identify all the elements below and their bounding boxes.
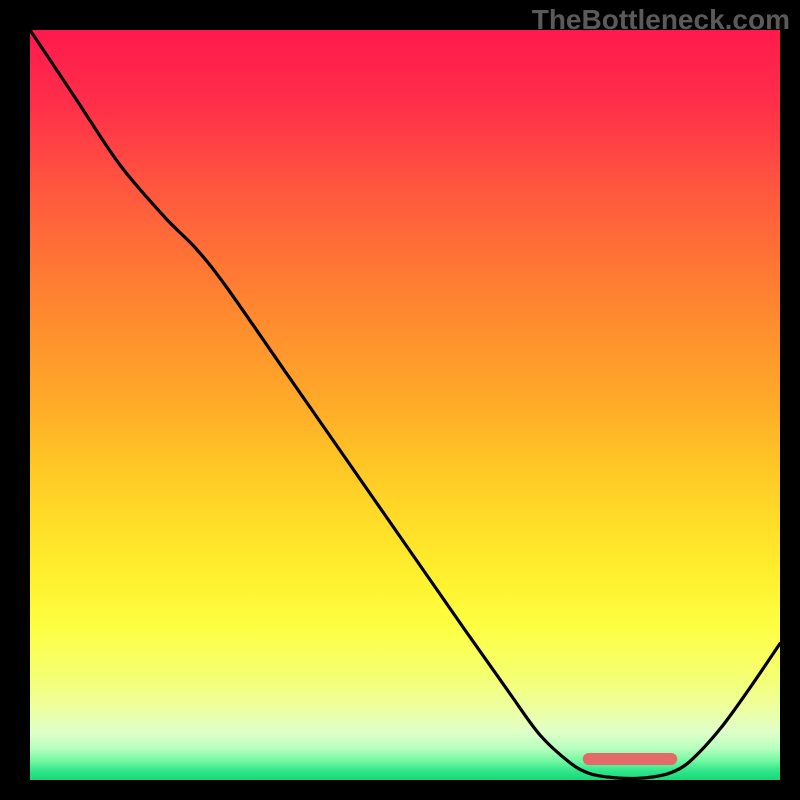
watermark-text: TheBottleneck.com (532, 4, 790, 36)
plot-gradient-background (30, 30, 780, 780)
bottleneck-chart: TheBottleneck.com (0, 0, 800, 800)
chart-svg (0, 0, 800, 800)
